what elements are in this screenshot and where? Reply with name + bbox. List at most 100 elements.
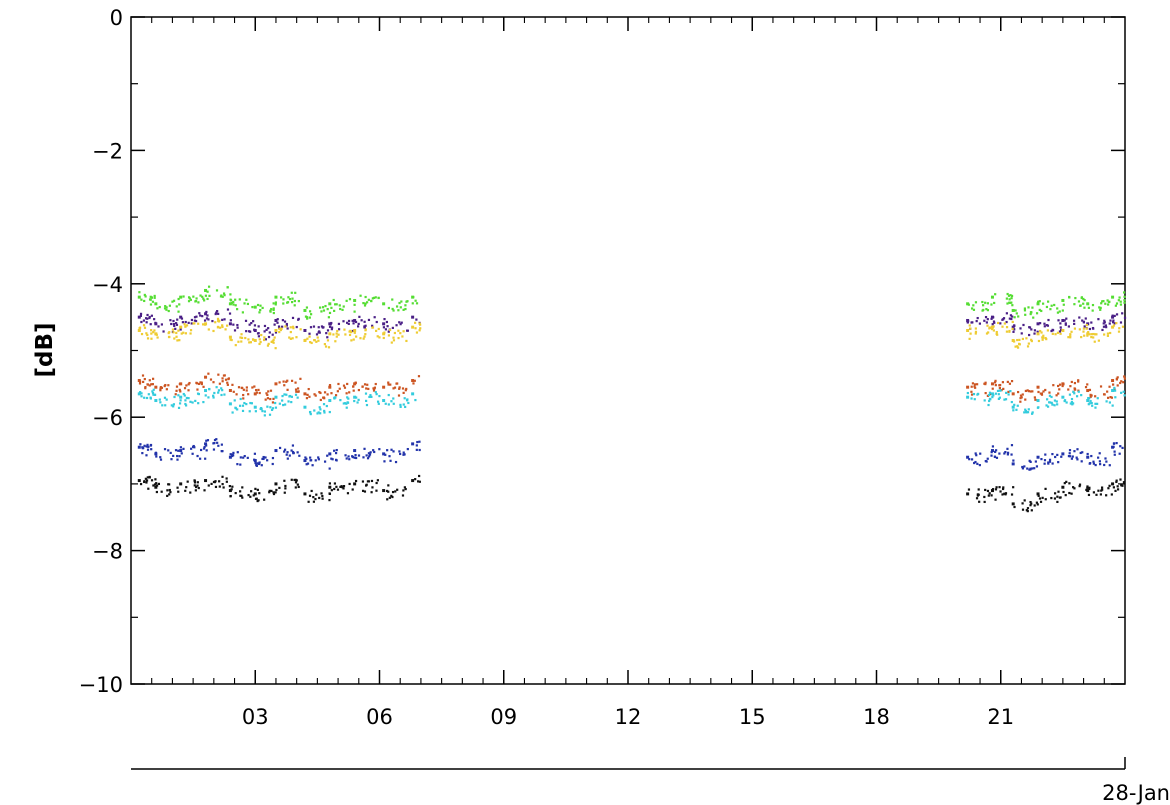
data-point-cluster: [1007, 294, 1011, 297]
data-point-cluster: [1045, 324, 1048, 327]
data-point-cluster: [322, 326, 325, 329]
data-point-cluster: [1017, 315, 1020, 318]
data-point-cluster: [245, 389, 248, 392]
data-point: [274, 449, 278, 453]
data-point-cluster: [182, 447, 185, 450]
data-point-cluster: [214, 480, 217, 483]
data-point-cluster: [207, 318, 210, 321]
data-point-cluster: [968, 458, 971, 461]
data-point-cluster: [245, 330, 248, 333]
data-point-cluster: [1053, 497, 1057, 500]
data-point-cluster: [309, 413, 312, 416]
data-point-cluster: [147, 487, 150, 490]
data-point-cluster: [258, 492, 261, 495]
data-point-cluster: [189, 400, 192, 403]
data-point-cluster: [1082, 302, 1085, 305]
data-point-cluster: [991, 323, 994, 326]
data-point-cluster: [1112, 389, 1115, 392]
data-point-cluster: [1051, 332, 1054, 335]
data-point-cluster: [317, 458, 320, 461]
data-point-cluster: [143, 480, 146, 484]
data-point-cluster: [354, 381, 357, 385]
data-point-cluster: [268, 413, 272, 416]
data-point-cluster: [269, 309, 272, 312]
data-point-cluster: [982, 304, 985, 307]
data-point-cluster: [229, 299, 233, 302]
data-point-cluster: [213, 438, 217, 442]
data-point: [204, 288, 208, 292]
data-point-cluster: [193, 316, 197, 319]
data-point-cluster: [290, 478, 293, 481]
data-point-cluster: [405, 387, 408, 391]
data-point-cluster: [374, 296, 377, 299]
data-point: [1086, 389, 1090, 393]
y-tick-label: −6: [92, 406, 123, 430]
data-point-cluster: [234, 304, 237, 307]
data-point-cluster: [278, 327, 281, 330]
data-point: [1036, 385, 1040, 389]
data-point-cluster: [189, 491, 192, 494]
data-point-cluster: [250, 321, 253, 325]
data-point-cluster: [1035, 465, 1039, 468]
data-point-cluster: [1037, 339, 1041, 343]
data-point-cluster: [342, 305, 345, 308]
data-point-cluster: [1043, 325, 1046, 328]
data-point-cluster: [404, 307, 407, 311]
data-point-cluster: [153, 296, 156, 299]
data-point-cluster: [342, 485, 346, 488]
data-point-cluster: [392, 339, 396, 342]
data-point-cluster: [282, 403, 285, 407]
data-point-cluster: [1026, 467, 1029, 470]
data-point-cluster: [970, 393, 974, 396]
x-tick-label: 06: [366, 705, 393, 729]
data-point-cluster: [975, 497, 979, 500]
data-point-cluster: [283, 491, 286, 494]
data-point-cluster: [197, 301, 200, 304]
data-point-cluster: [1005, 330, 1009, 333]
data-point-cluster: [1106, 396, 1110, 399]
data-point-cluster: [234, 344, 237, 347]
data-point-cluster: [1113, 450, 1116, 453]
data-point-cluster: [172, 405, 175, 408]
data-point-cluster: [151, 300, 155, 303]
data-point-cluster: [141, 452, 144, 455]
data-point-cluster: [286, 301, 289, 304]
data-point-cluster: [1010, 444, 1014, 447]
data-point-cluster: [1013, 328, 1016, 331]
data-point-cluster: [981, 309, 984, 312]
data-point-cluster: [399, 306, 402, 309]
data-point-cluster: [170, 458, 173, 461]
data-point-cluster: [365, 399, 368, 403]
data-point-cluster: [337, 328, 341, 331]
data-point-cluster: [986, 324, 989, 327]
data-point-cluster: [272, 492, 276, 496]
data-point-cluster: [241, 386, 244, 390]
data-point-cluster: [224, 378, 228, 381]
data-point-cluster: [1068, 491, 1071, 495]
data-point-cluster: [402, 451, 405, 454]
data-point-cluster: [221, 318, 224, 321]
data-point: [1011, 502, 1015, 506]
data-point-cluster: [1085, 327, 1088, 330]
data-point-cluster: [161, 404, 164, 407]
data-point-cluster: [375, 393, 378, 396]
data-point: [204, 312, 208, 316]
data-point-cluster: [230, 488, 233, 491]
data-point: [1011, 308, 1015, 312]
data-point-cluster: [1005, 391, 1008, 394]
data-point-cluster: [186, 480, 189, 483]
data-point-cluster: [1001, 487, 1005, 491]
data-point-cluster: [376, 335, 379, 338]
data-point-cluster: [1040, 393, 1044, 396]
data-point-cluster: [217, 373, 220, 376]
data-point-cluster: [1082, 297, 1085, 301]
data-point-cluster: [411, 302, 414, 305]
data-point-cluster: [266, 344, 270, 347]
data-point-cluster: [327, 316, 330, 319]
data-point: [137, 445, 141, 449]
data-point-cluster: [308, 395, 311, 398]
data-point: [1086, 489, 1090, 493]
data-point-cluster: [153, 483, 157, 486]
data-point-cluster: [154, 478, 157, 481]
data-point-cluster: [274, 491, 277, 494]
